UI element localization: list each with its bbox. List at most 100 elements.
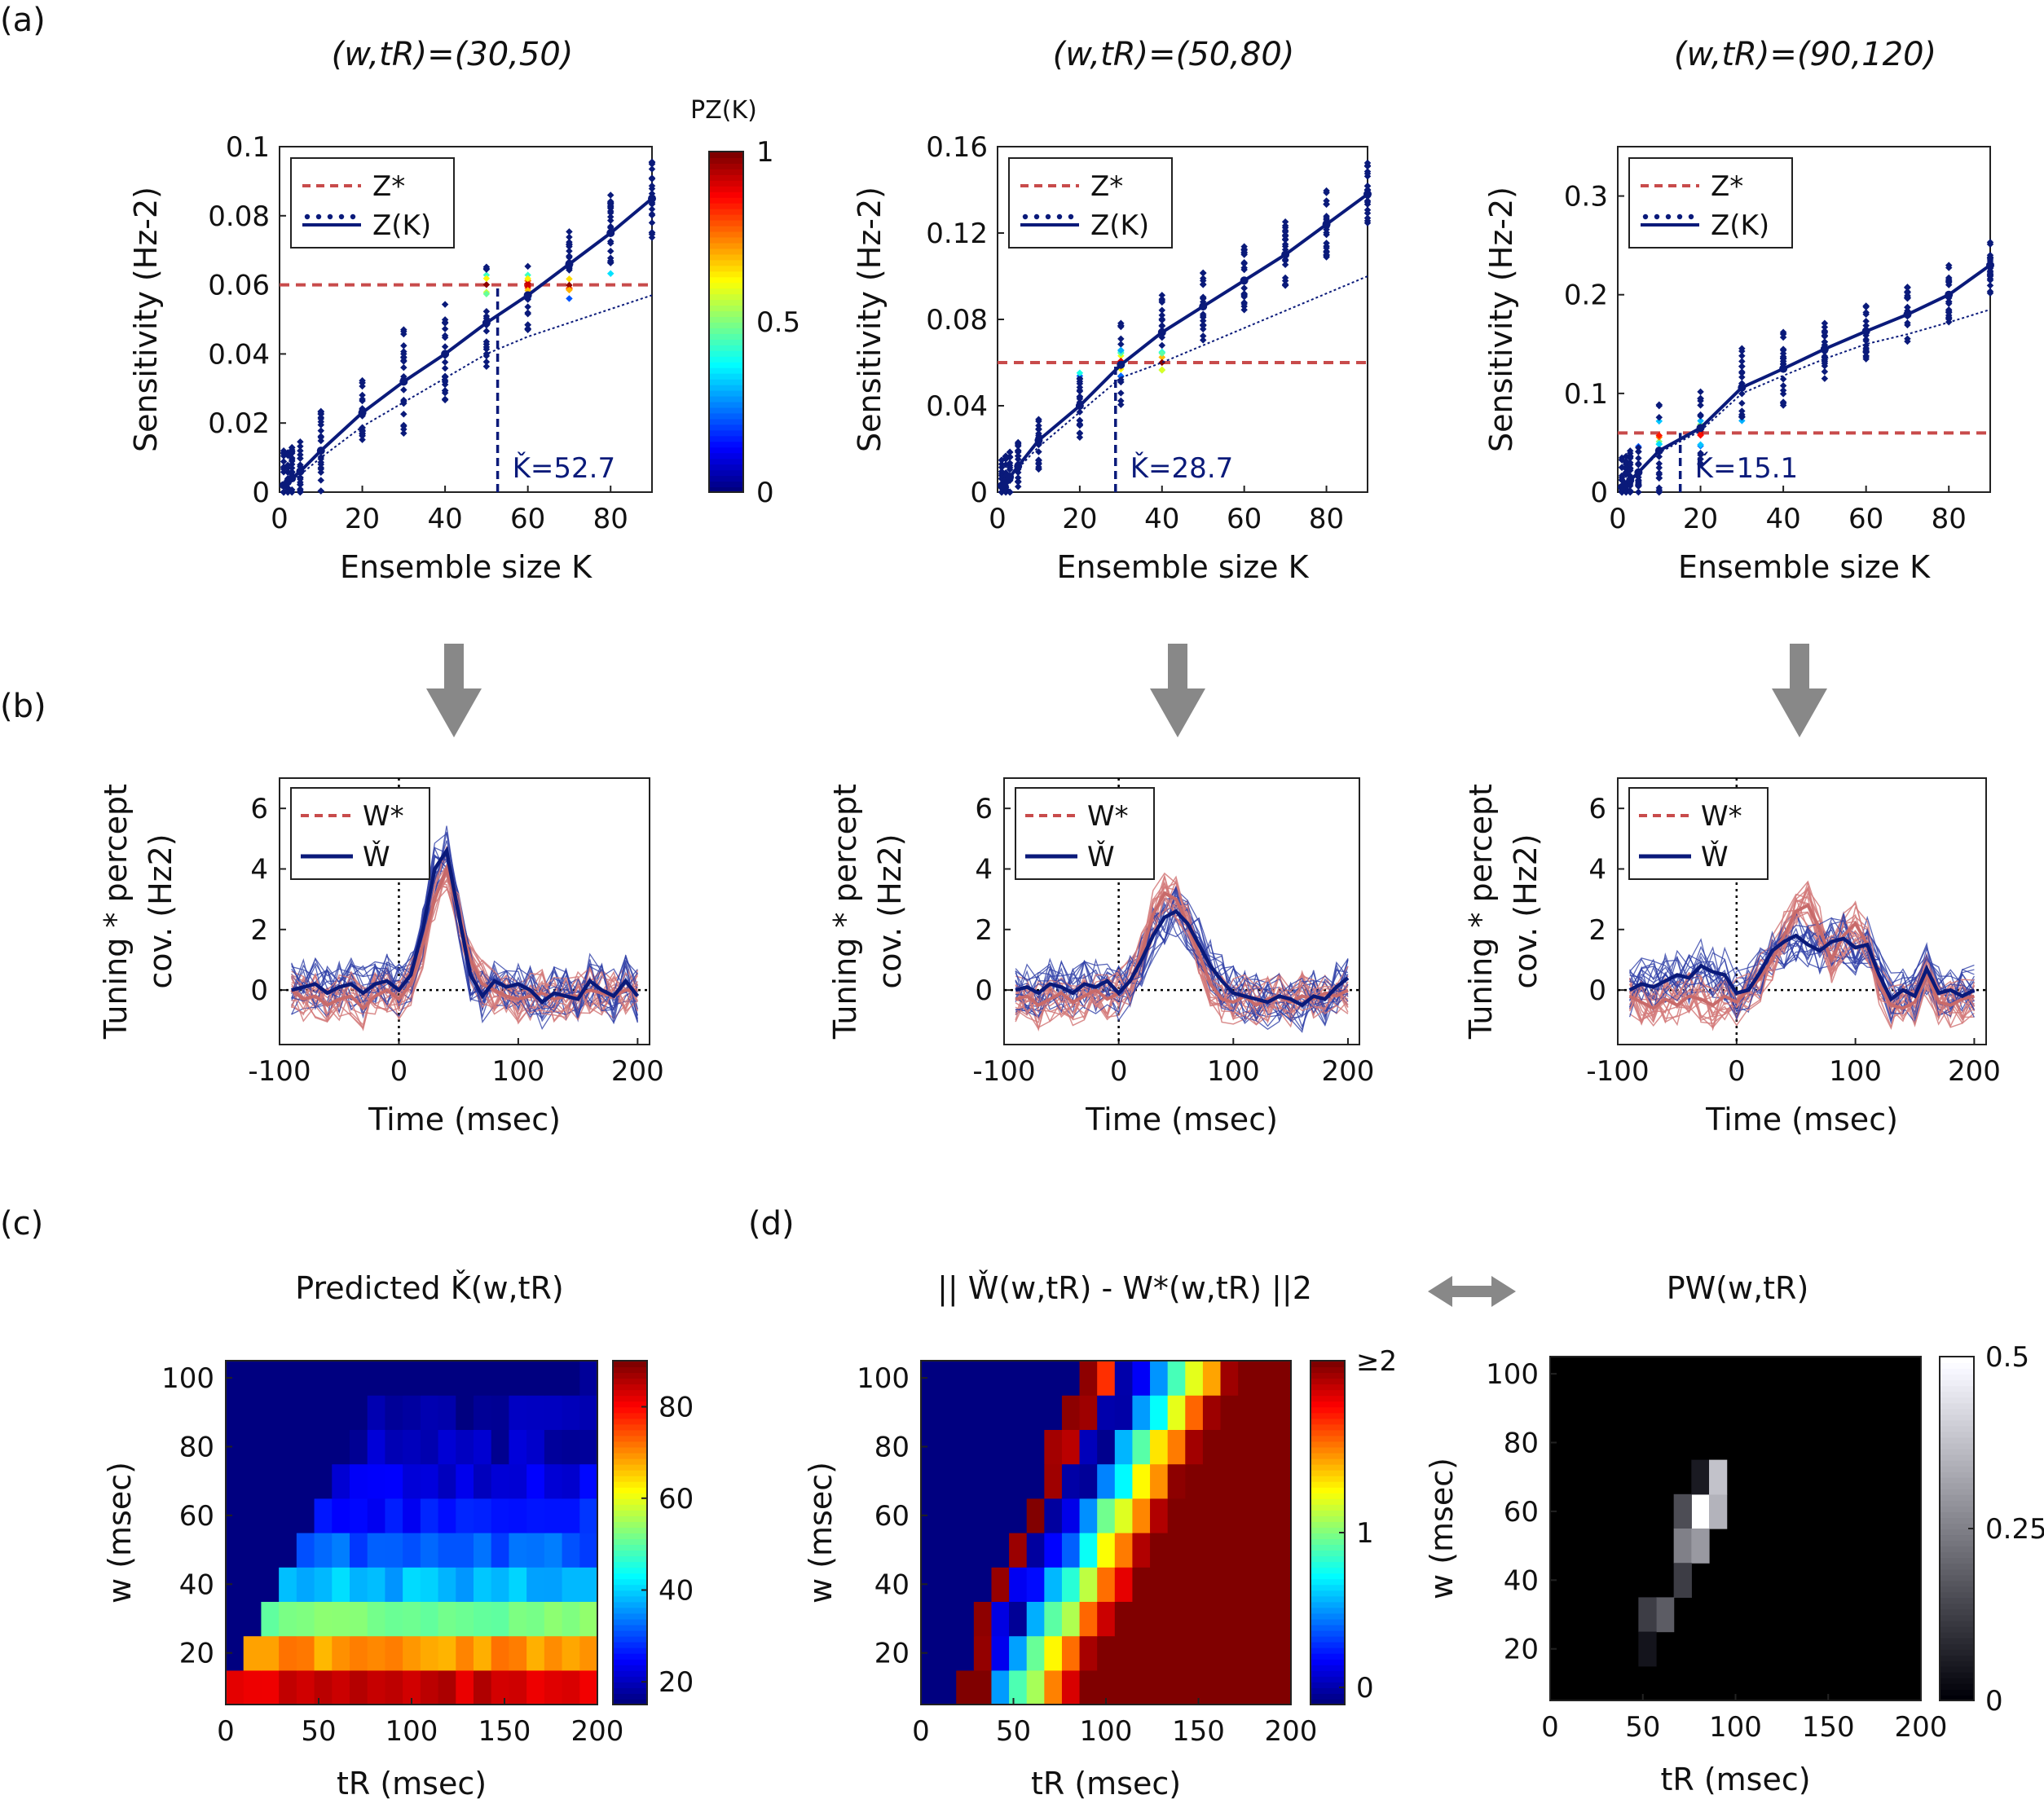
heatmap-cell	[403, 1395, 421, 1430]
colorbar-d2-cell	[1940, 1402, 1974, 1410]
scatter-point	[1014, 442, 1022, 450]
heatmap-cell	[1061, 1567, 1081, 1602]
colorbar-d1-cell	[1311, 1635, 1345, 1643]
legend-z-dot	[1068, 213, 1074, 220]
colorbar-d1-cell	[1311, 1372, 1345, 1379]
scatter-point	[1035, 425, 1042, 433]
heatmap-cell	[1061, 1395, 1081, 1430]
heatmap-cell	[1167, 1395, 1186, 1430]
scatter-point	[1014, 447, 1022, 455]
colorbar-d1-cell	[1311, 1544, 1345, 1551]
colorbar-cell	[709, 208, 743, 215]
colorbar-c-cell	[613, 1567, 647, 1574]
colorbar-cell	[709, 435, 743, 442]
colorbar-pz-label: PZ(K)	[690, 96, 757, 125]
colorbar-d1-cell	[1311, 1486, 1345, 1493]
heatmap-cell	[1114, 1567, 1134, 1602]
scatter-point	[1635, 482, 1642, 489]
legend-z-label: Z(K)	[1711, 209, 1769, 242]
heatmap-cell	[1026, 1429, 1045, 1465]
x-tick-label: 0	[912, 1715, 930, 1748]
y-tick-label: 0.3	[1564, 181, 1608, 213]
scatter-point	[1904, 294, 1911, 301]
scatter-point	[1904, 288, 1911, 297]
colorbar-d2-cell	[1940, 1654, 1974, 1661]
heatmap-cell	[1079, 1635, 1098, 1671]
heatmap-cell	[1185, 1635, 1204, 1671]
scatter-point	[648, 211, 656, 219]
y-tick-label: 20	[874, 1638, 910, 1670]
colorbar-d2-cell	[1940, 1476, 1974, 1484]
colorbar-c-cell	[613, 1378, 647, 1385]
heatmap-cell	[956, 1601, 975, 1637]
scatter-point	[1738, 373, 1746, 381]
colorbar-d1-cell	[1311, 1595, 1345, 1603]
heatmap-cell	[1273, 1463, 1292, 1499]
colorbar-c-cell	[613, 1429, 647, 1436]
heatmap-cell	[1185, 1463, 1204, 1499]
heatmap-cell	[1220, 1463, 1239, 1499]
heatmap-cell	[1132, 1395, 1151, 1430]
scatter-point	[1035, 460, 1042, 467]
scatter-point	[1655, 417, 1663, 425]
heatmap-cell	[1167, 1533, 1186, 1568]
colorbar-d1-cell	[1311, 1624, 1345, 1631]
heatmap-cell	[474, 1395, 492, 1430]
colorbar-cell	[709, 412, 743, 420]
colorbar-cell	[709, 464, 743, 471]
colorbar-cell	[709, 475, 743, 482]
heatmap-cell	[261, 1361, 280, 1396]
heatmap-cell	[261, 1567, 280, 1602]
heatmap-cell	[491, 1395, 510, 1430]
scatter-point	[482, 271, 491, 279]
scatter-point	[1904, 304, 1911, 311]
colorbar-d2-cell	[1940, 1660, 1974, 1667]
scatter-point	[1076, 420, 1084, 428]
heatmap-cell	[226, 1498, 244, 1533]
heatmap-cell	[296, 1601, 315, 1637]
scatter-point	[1655, 401, 1663, 408]
scatter-point	[1655, 484, 1663, 492]
x-tick-label: 0	[271, 503, 289, 535]
heatmap-cell	[438, 1498, 456, 1533]
heatmap-cell	[1656, 1597, 1675, 1633]
colorbar-c-frame	[612, 1360, 648, 1705]
scatter-point	[1738, 363, 1746, 370]
scatter-point	[1076, 388, 1084, 395]
heatmap-cell	[991, 1429, 1010, 1465]
heatmap-cell	[385, 1498, 403, 1533]
x-tick-label: 200	[1895, 1711, 1948, 1744]
colorbar-d2-cell	[1940, 1568, 1974, 1576]
heatmap-cell	[1273, 1567, 1292, 1602]
heatmap-cell	[367, 1429, 386, 1465]
heatmap-cell	[1709, 1493, 1728, 1529]
heatmap-cell	[332, 1533, 350, 1568]
scatter-point	[297, 488, 304, 496]
y-tick-label: 0	[1588, 974, 1606, 1007]
colorbar-d2-cell	[1940, 1522, 1974, 1529]
heatmap-cell	[579, 1429, 598, 1465]
scatter-point	[482, 275, 491, 283]
scatter-point	[1240, 284, 1248, 292]
heatmap-cell	[509, 1463, 527, 1499]
heatmap-d2: 0 50 100 150 200 20 40 60 80 100 tR (msec) w (msec)…	[1424, 1341, 2044, 1797]
heatmap-cell	[579, 1533, 598, 1568]
scatter-point	[1281, 274, 1289, 282]
y-axis-label: Sensitivity (Hz-2)	[852, 187, 888, 452]
colorbar-c-cell	[613, 1406, 647, 1414]
heatmap-cell	[1026, 1601, 1045, 1637]
w-check-mean	[1628, 933, 1976, 1002]
scatter-point	[1655, 469, 1663, 477]
scatter-point	[317, 437, 325, 445]
colorbar-c-cell	[613, 1361, 647, 1368]
heatmap-cell	[1150, 1635, 1169, 1671]
x-tick-label: 200	[1265, 1715, 1318, 1748]
colorbar-d2-cell	[1940, 1414, 1974, 1421]
z-mean-marker	[316, 447, 325, 455]
heatmap-cell	[1273, 1533, 1292, 1568]
legend-z-dot	[304, 213, 311, 220]
scatter-point	[1862, 310, 1870, 319]
w-check-trace	[1628, 930, 1975, 1017]
heatmap-cell	[491, 1361, 510, 1396]
heatmap-cell	[956, 1669, 975, 1705]
